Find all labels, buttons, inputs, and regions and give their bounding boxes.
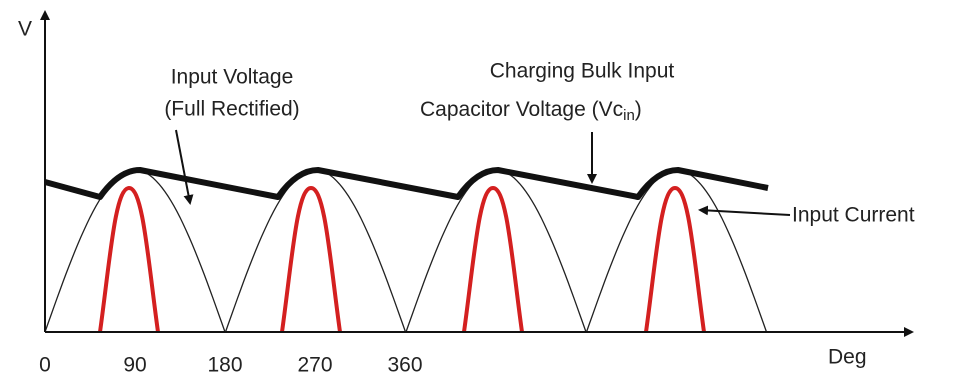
capacitor-voltage-curve <box>44 167 769 200</box>
input-current-pulse <box>98 185 160 333</box>
y-axis-label: V <box>18 18 32 41</box>
x-ticks: 0 90 180 270 360 <box>39 354 422 377</box>
annotation: (Full Rectified) <box>164 98 299 121</box>
annotation-text: Capacitor Voltage (Vc <box>420 98 623 121</box>
input-current-pulse <box>644 185 706 333</box>
annotation-text: ) <box>635 98 642 121</box>
waveforms <box>44 169 768 333</box>
input-current-pulse <box>280 185 342 333</box>
annotation: Input Current <box>792 204 915 227</box>
x-tick-label: 180 <box>207 354 242 377</box>
input-current-arrow <box>698 205 791 216</box>
input-current-pulse <box>462 185 524 333</box>
x-tick-label: 360 <box>387 354 422 377</box>
subscript: in <box>623 107 635 124</box>
x-tick-label: 0 <box>39 354 51 377</box>
annotation: Input Voltage <box>171 66 294 89</box>
annotation: Charging Bulk Input <box>490 60 675 83</box>
annotation: Capacitor Voltage (Vcin) <box>420 98 642 124</box>
x-tick-label: 270 <box>297 354 332 377</box>
x-tick-label: 90 <box>123 354 146 377</box>
input-voltage-arrow <box>175 129 194 205</box>
x-axis-label: Deg <box>828 346 867 369</box>
